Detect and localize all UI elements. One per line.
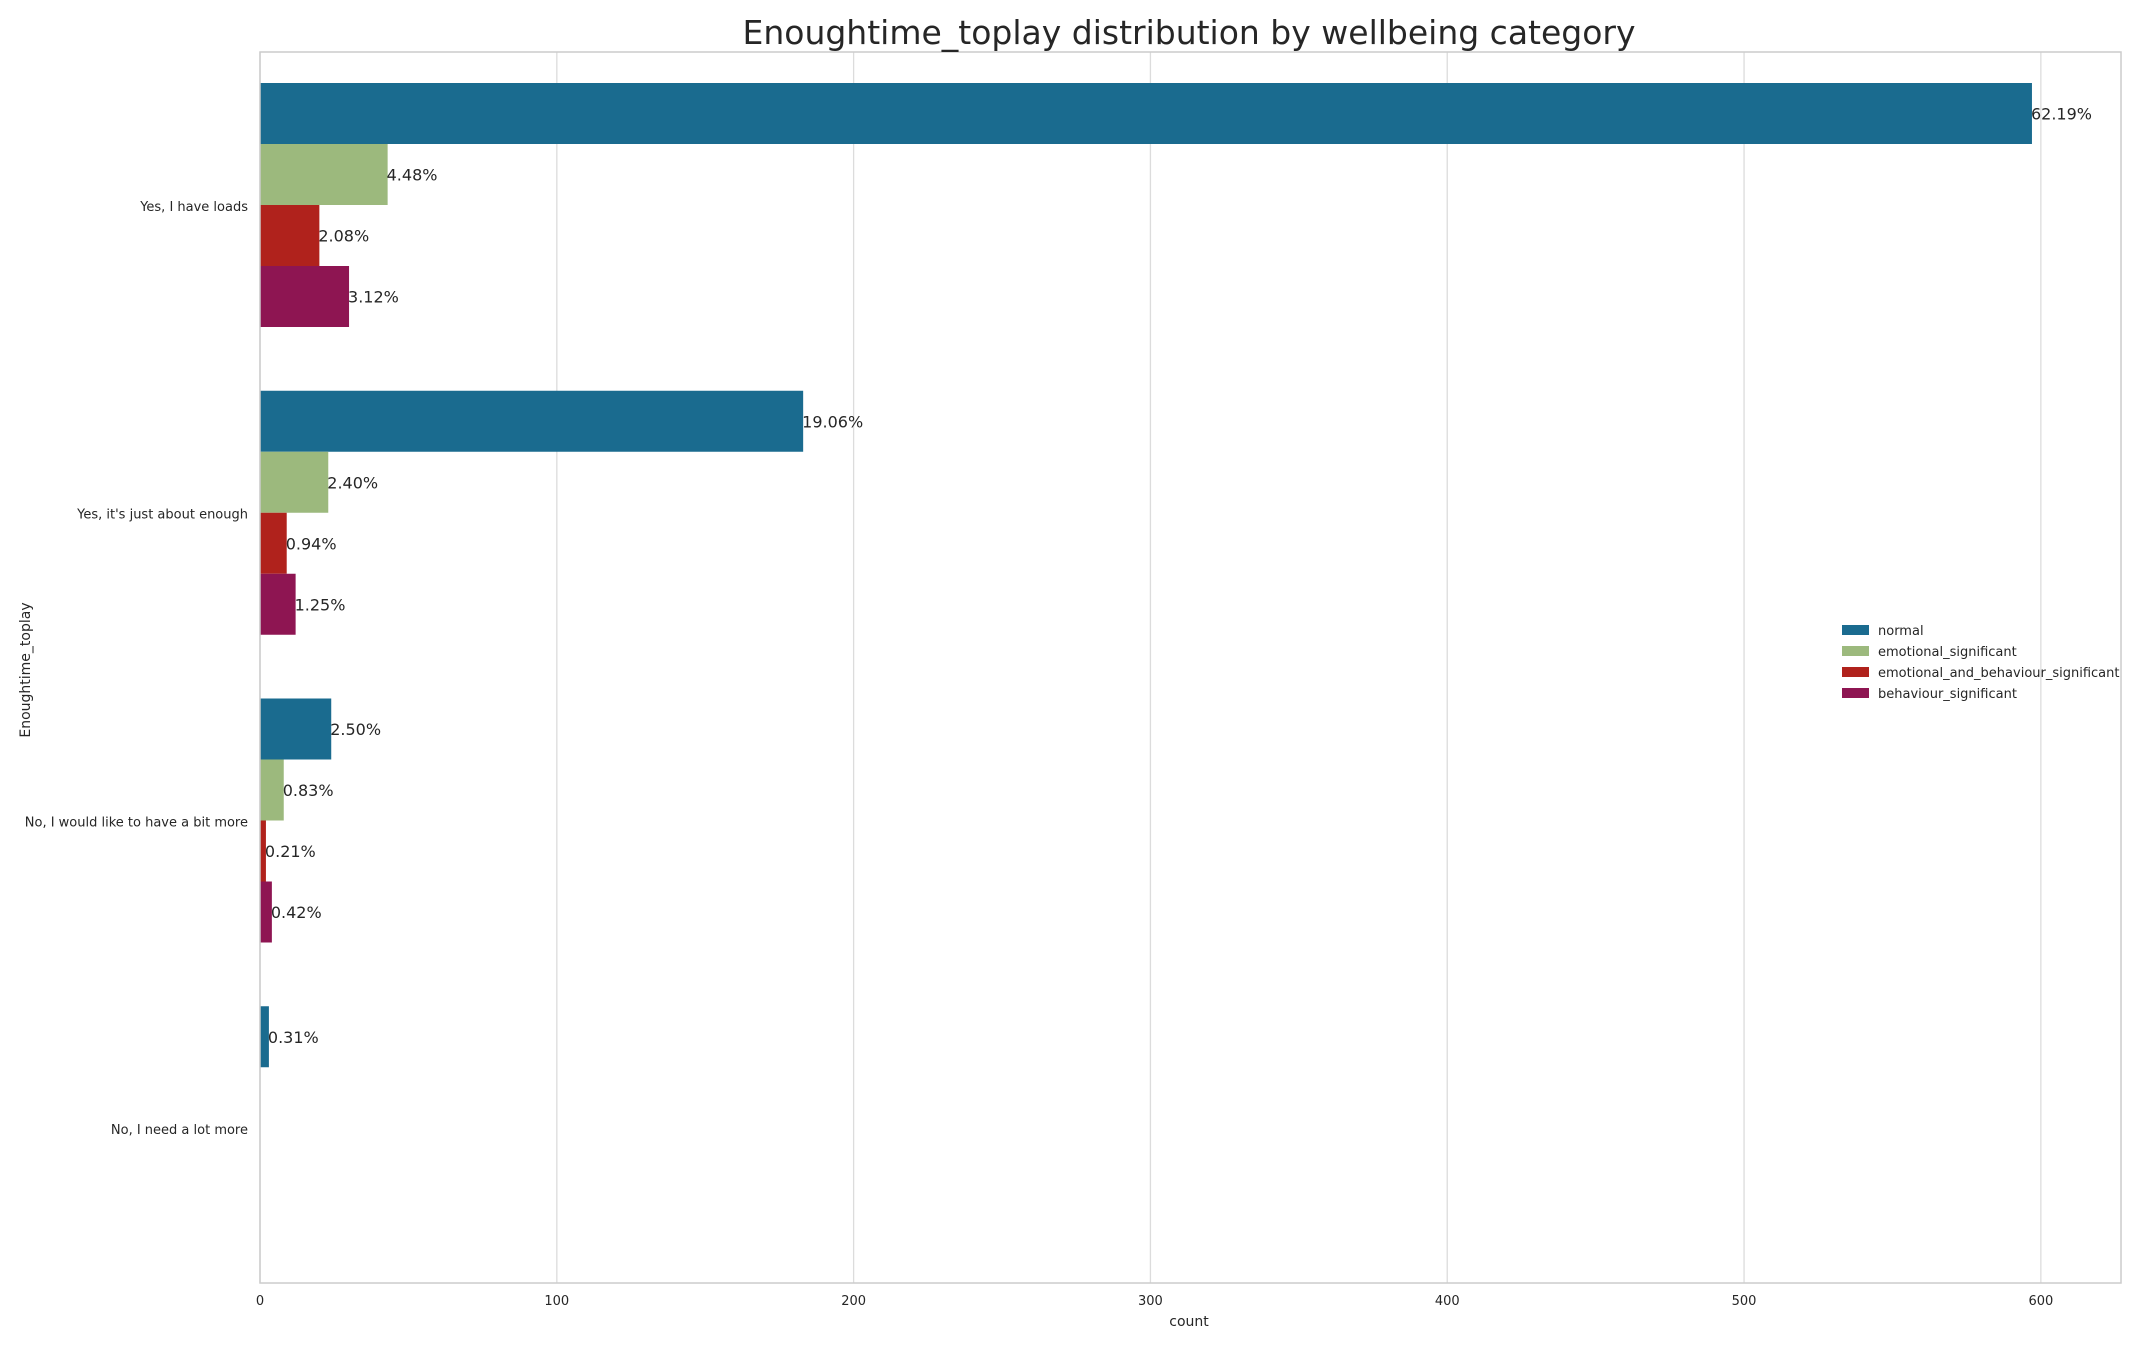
plot-frame — [259, 51, 2122, 1284]
bar-normal — [260, 698, 332, 760]
bar-emotional_significant — [260, 759, 284, 821]
bar-emotional_and_behaviour_significant — [260, 820, 266, 882]
bar-normal — [260, 83, 2032, 144]
y-tick-labels: Yes, I have loads Yes, it's just about en… — [25, 200, 248, 1138]
bar-value-label: 2.40% — [327, 473, 378, 492]
bar-behaviour_significant — [260, 573, 296, 635]
bar-labels: 62.19% 4.48% 2.08% 3.12% 19.06% 2.40% 0.94% 1.2… — [265, 105, 2092, 1047]
legend-swatch — [1842, 688, 1869, 698]
bar-behaviour_significant — [260, 266, 350, 327]
y-tick-label: No, I need a lot more — [111, 1123, 248, 1138]
legend-label: normal — [1878, 624, 1924, 639]
bar-value-label: 2.08% — [318, 227, 369, 246]
bar-normal — [260, 390, 804, 452]
y-tick-label: No, I would like to have a bit more — [25, 815, 248, 830]
x-tick-label: 500 — [1732, 1294, 1757, 1309]
y-axis-label: Enoughtime_toplay — [18, 602, 34, 737]
x-tick-label: 400 — [1435, 1294, 1460, 1309]
bar-value-label: 2.50% — [330, 720, 381, 739]
x-tick-label: 200 — [841, 1294, 866, 1309]
x-tick-label: 100 — [544, 1294, 569, 1309]
bar-value-label: 0.31% — [268, 1028, 319, 1047]
x-tick-labels: 0 100 200 300 400 500 600 — [256, 1294, 2053, 1309]
legend-label: behaviour_significant — [1878, 687, 2017, 702]
legend-swatch — [1842, 667, 1869, 677]
legend-label: emotional_and_behaviour_significant — [1878, 666, 2119, 681]
bar-value-label: 0.42% — [271, 903, 322, 922]
gridlines — [259, 52, 2042, 1283]
legend-swatch — [1842, 646, 1869, 656]
chart-title: Enoughtime_toplay distribution by wellbe… — [742, 13, 1635, 52]
x-tick-label: 300 — [1138, 1294, 1163, 1309]
bar-behaviour_significant — [260, 881, 272, 943]
bar-emotional_and_behaviour_significant — [260, 512, 287, 574]
bar-value-label: 0.21% — [265, 842, 316, 861]
x-axis-label: count — [1169, 1314, 1209, 1330]
bar-value-label: 62.19% — [2031, 105, 2092, 124]
legend-swatch — [1842, 625, 1869, 635]
y-tick-label: Yes, it's just about enough — [76, 508, 248, 523]
bar-value-label: 3.12% — [348, 288, 399, 307]
bar-emotional_significant — [260, 451, 329, 513]
bar-emotional_significant — [260, 144, 388, 205]
bar-value-label: 0.94% — [286, 534, 337, 553]
x-tick-label: 0 — [256, 1294, 264, 1309]
y-tick-label: Yes, I have loads — [139, 200, 248, 215]
bar-value-label: 19.06% — [802, 412, 863, 431]
bar-value-label: 1.25% — [295, 595, 346, 614]
bar-emotional_and_behaviour_significant — [260, 205, 320, 266]
bar-value-label: 0.83% — [283, 781, 334, 800]
legend: normal emotional_significant emotional_and… — [1842, 624, 2119, 702]
bars — [260, 83, 2032, 1068]
bar-normal — [260, 1006, 269, 1068]
legend-label: emotional_significant — [1878, 645, 2017, 660]
bar-value-label: 4.48% — [387, 166, 438, 185]
x-tick-label: 600 — [2028, 1294, 2053, 1309]
